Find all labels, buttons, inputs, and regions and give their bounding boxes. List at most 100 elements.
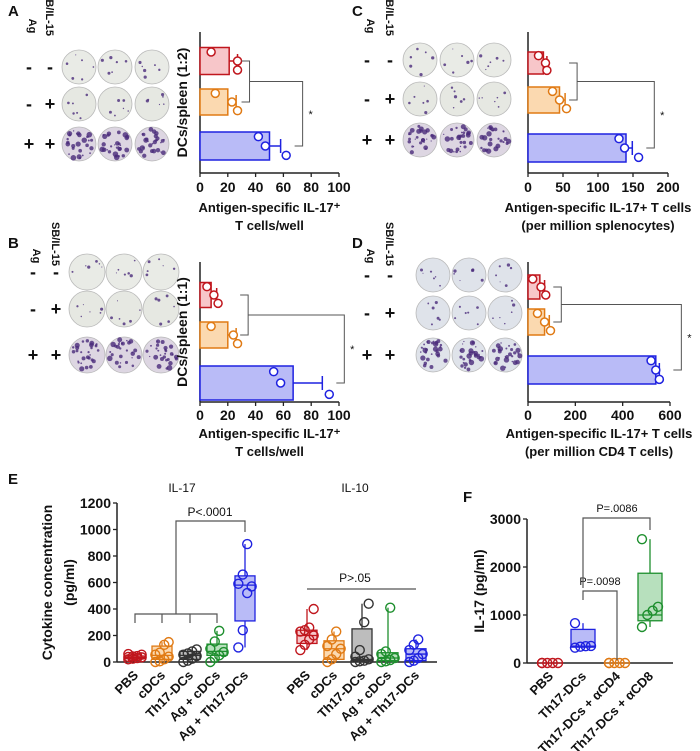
elispot-well: [68, 253, 106, 291]
elispot-spot: [513, 343, 517, 346]
y-axis-label: DCs/spleen (1:2): [174, 48, 190, 158]
elispot-spot: [155, 347, 158, 350]
elispot-spot: [512, 360, 518, 366]
elispot-spot: [117, 337, 123, 343]
x-tick-label: 100: [586, 179, 610, 195]
elispot-spot: [470, 59, 473, 63]
elispot-spot: [107, 355, 113, 362]
significance-bracket: [134, 520, 246, 623]
elispot-spot: [415, 135, 419, 139]
elispot-spot: [417, 124, 421, 128]
elispot-spot: [154, 64, 156, 67]
elispot-spot: [145, 349, 149, 353]
elispot-spot: [430, 323, 433, 326]
data-point: [385, 602, 396, 613]
elispot-spot: [422, 347, 424, 349]
x-axis-label: Antigen-specific IL-17+ T cells: [505, 200, 692, 215]
elispot-spot: [434, 300, 438, 305]
elispot-spot: [435, 351, 440, 357]
data-point: [654, 374, 665, 385]
elispot-spot: [471, 341, 475, 345]
elispot-spot: [162, 96, 164, 98]
data-point: [163, 636, 174, 648]
elispot-spot: [119, 362, 122, 364]
elispot-spot: [497, 105, 500, 108]
elispot-spot: [479, 356, 482, 359]
data-point: [205, 643, 216, 654]
elispot-spot: [476, 323, 479, 326]
data-point: [246, 581, 257, 592]
data-point: [178, 656, 189, 668]
group-title-il10: IL-10: [341, 481, 369, 495]
data-point: [603, 657, 615, 669]
elispot-spot: [419, 351, 422, 353]
elispot-spot: [463, 362, 468, 367]
data-point: [209, 290, 219, 300]
elispot-spot: [76, 305, 79, 308]
data-point: [154, 647, 165, 658]
data-point: [585, 640, 597, 652]
significance-bracket: [240, 294, 345, 384]
elispot-spot: [145, 99, 149, 103]
elispot-spot: [419, 73, 423, 77]
bar-chart-A: 0 20 40 60 80 100 Antigen-specific IL-17⁺ T cel…: [174, 32, 351, 233]
elispot-spot: [408, 137, 411, 141]
elispot-spot: [424, 350, 428, 354]
elispot-spot: [171, 353, 174, 356]
elispot-spot: [466, 130, 472, 135]
elispot-spot: [453, 273, 455, 275]
elispot-spot: [459, 100, 463, 103]
elispot-spot: [504, 284, 508, 287]
elispot-spot: [71, 77, 75, 80]
elispot-spot: [124, 147, 130, 153]
elispot-spot: [160, 141, 162, 144]
elispot-well: [451, 257, 487, 293]
elispot-spot: [506, 263, 511, 267]
data-point: [275, 378, 286, 388]
elispot-spot: [72, 130, 75, 132]
elispot-spot: [485, 148, 492, 154]
y-tick-label: 1000: [80, 522, 111, 538]
elispot-spot: [122, 107, 125, 110]
elispot-spot: [71, 143, 76, 149]
elispot-spot: [462, 140, 467, 145]
elispot-spot: [85, 143, 89, 148]
elispot-spot: [102, 134, 105, 137]
data-point: [191, 644, 202, 655]
elispot-spot: [497, 349, 502, 354]
elispot-spot: [466, 367, 471, 372]
ag-header: Ag: [364, 19, 376, 34]
elispot-spot: [493, 360, 498, 366]
x-axis-label: Antigen-specific IL-17⁺: [199, 426, 341, 441]
elispot-spot: [164, 352, 167, 355]
data-point: [354, 644, 365, 656]
ag-sign: -: [30, 299, 36, 319]
panel-letter-E: E: [8, 471, 18, 488]
elispot-spot: [437, 346, 443, 352]
sb-il15-sign: +: [45, 134, 56, 154]
elispot-spot: [113, 114, 116, 117]
ag-sign: +: [362, 130, 373, 150]
elispot-spot: [100, 307, 104, 311]
ag-sign: -: [26, 94, 32, 114]
elispot-spot: [72, 112, 75, 115]
elispot-spot: [462, 361, 465, 364]
elispot-spot: [166, 365, 173, 371]
box: [351, 628, 373, 662]
elispot-spot: [66, 131, 73, 137]
data-point: [532, 308, 543, 319]
data-point: [569, 642, 581, 653]
elispot-spot: [116, 130, 121, 135]
data-point: [335, 643, 346, 654]
box-chart-E: 0 200 400 600 800 1000 1200 Cytokine concentrat…: [39, 481, 437, 744]
elispot-spot: [491, 129, 494, 132]
elispot-spot: [424, 147, 427, 150]
elispot-spot: [493, 127, 498, 132]
elispot-well: [61, 86, 97, 122]
sb-il15-header: SB/IL-15: [43, 0, 55, 36]
elispot-spot: [503, 91, 507, 95]
elispot-spot: [495, 143, 501, 149]
x-tick-label: 200: [564, 407, 588, 423]
y-axis-label: DCs/spleen (1:1): [174, 277, 190, 387]
data-point: [324, 389, 335, 400]
